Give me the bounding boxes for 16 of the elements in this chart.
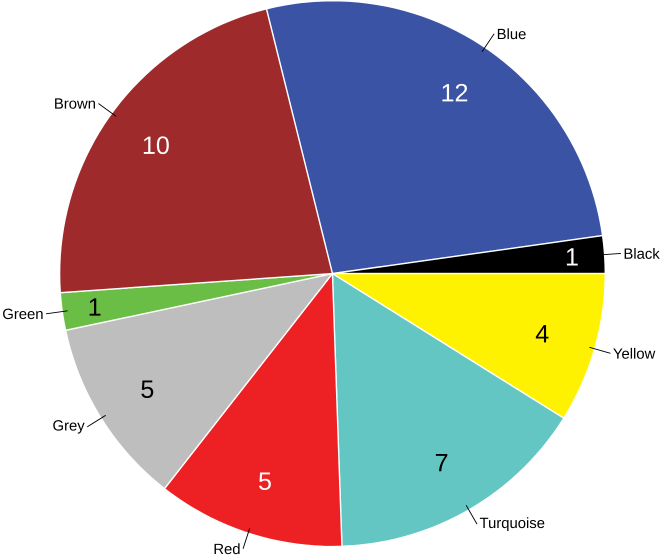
data-label: 4: [536, 324, 548, 342]
slice-label: Red: [214, 543, 240, 554]
data-label: 1: [90, 298, 100, 316]
data-label: 1: [566, 248, 578, 266]
data-label: 12: [442, 84, 468, 102]
data-label: 10: [144, 136, 169, 154]
slice-label: Yellow: [613, 348, 656, 359]
data-label: 5: [259, 472, 271, 490]
slice-label: Turquoise: [480, 516, 544, 531]
data-label: 7: [436, 454, 448, 472]
slice-label: Blue: [498, 28, 526, 39]
slice-label: Grey: [53, 420, 85, 434]
data-label: 5: [141, 380, 154, 398]
slice-label: Black: [624, 248, 660, 259]
slice-label: Brown: [55, 98, 95, 108]
slice-label: Green: [3, 308, 43, 319]
